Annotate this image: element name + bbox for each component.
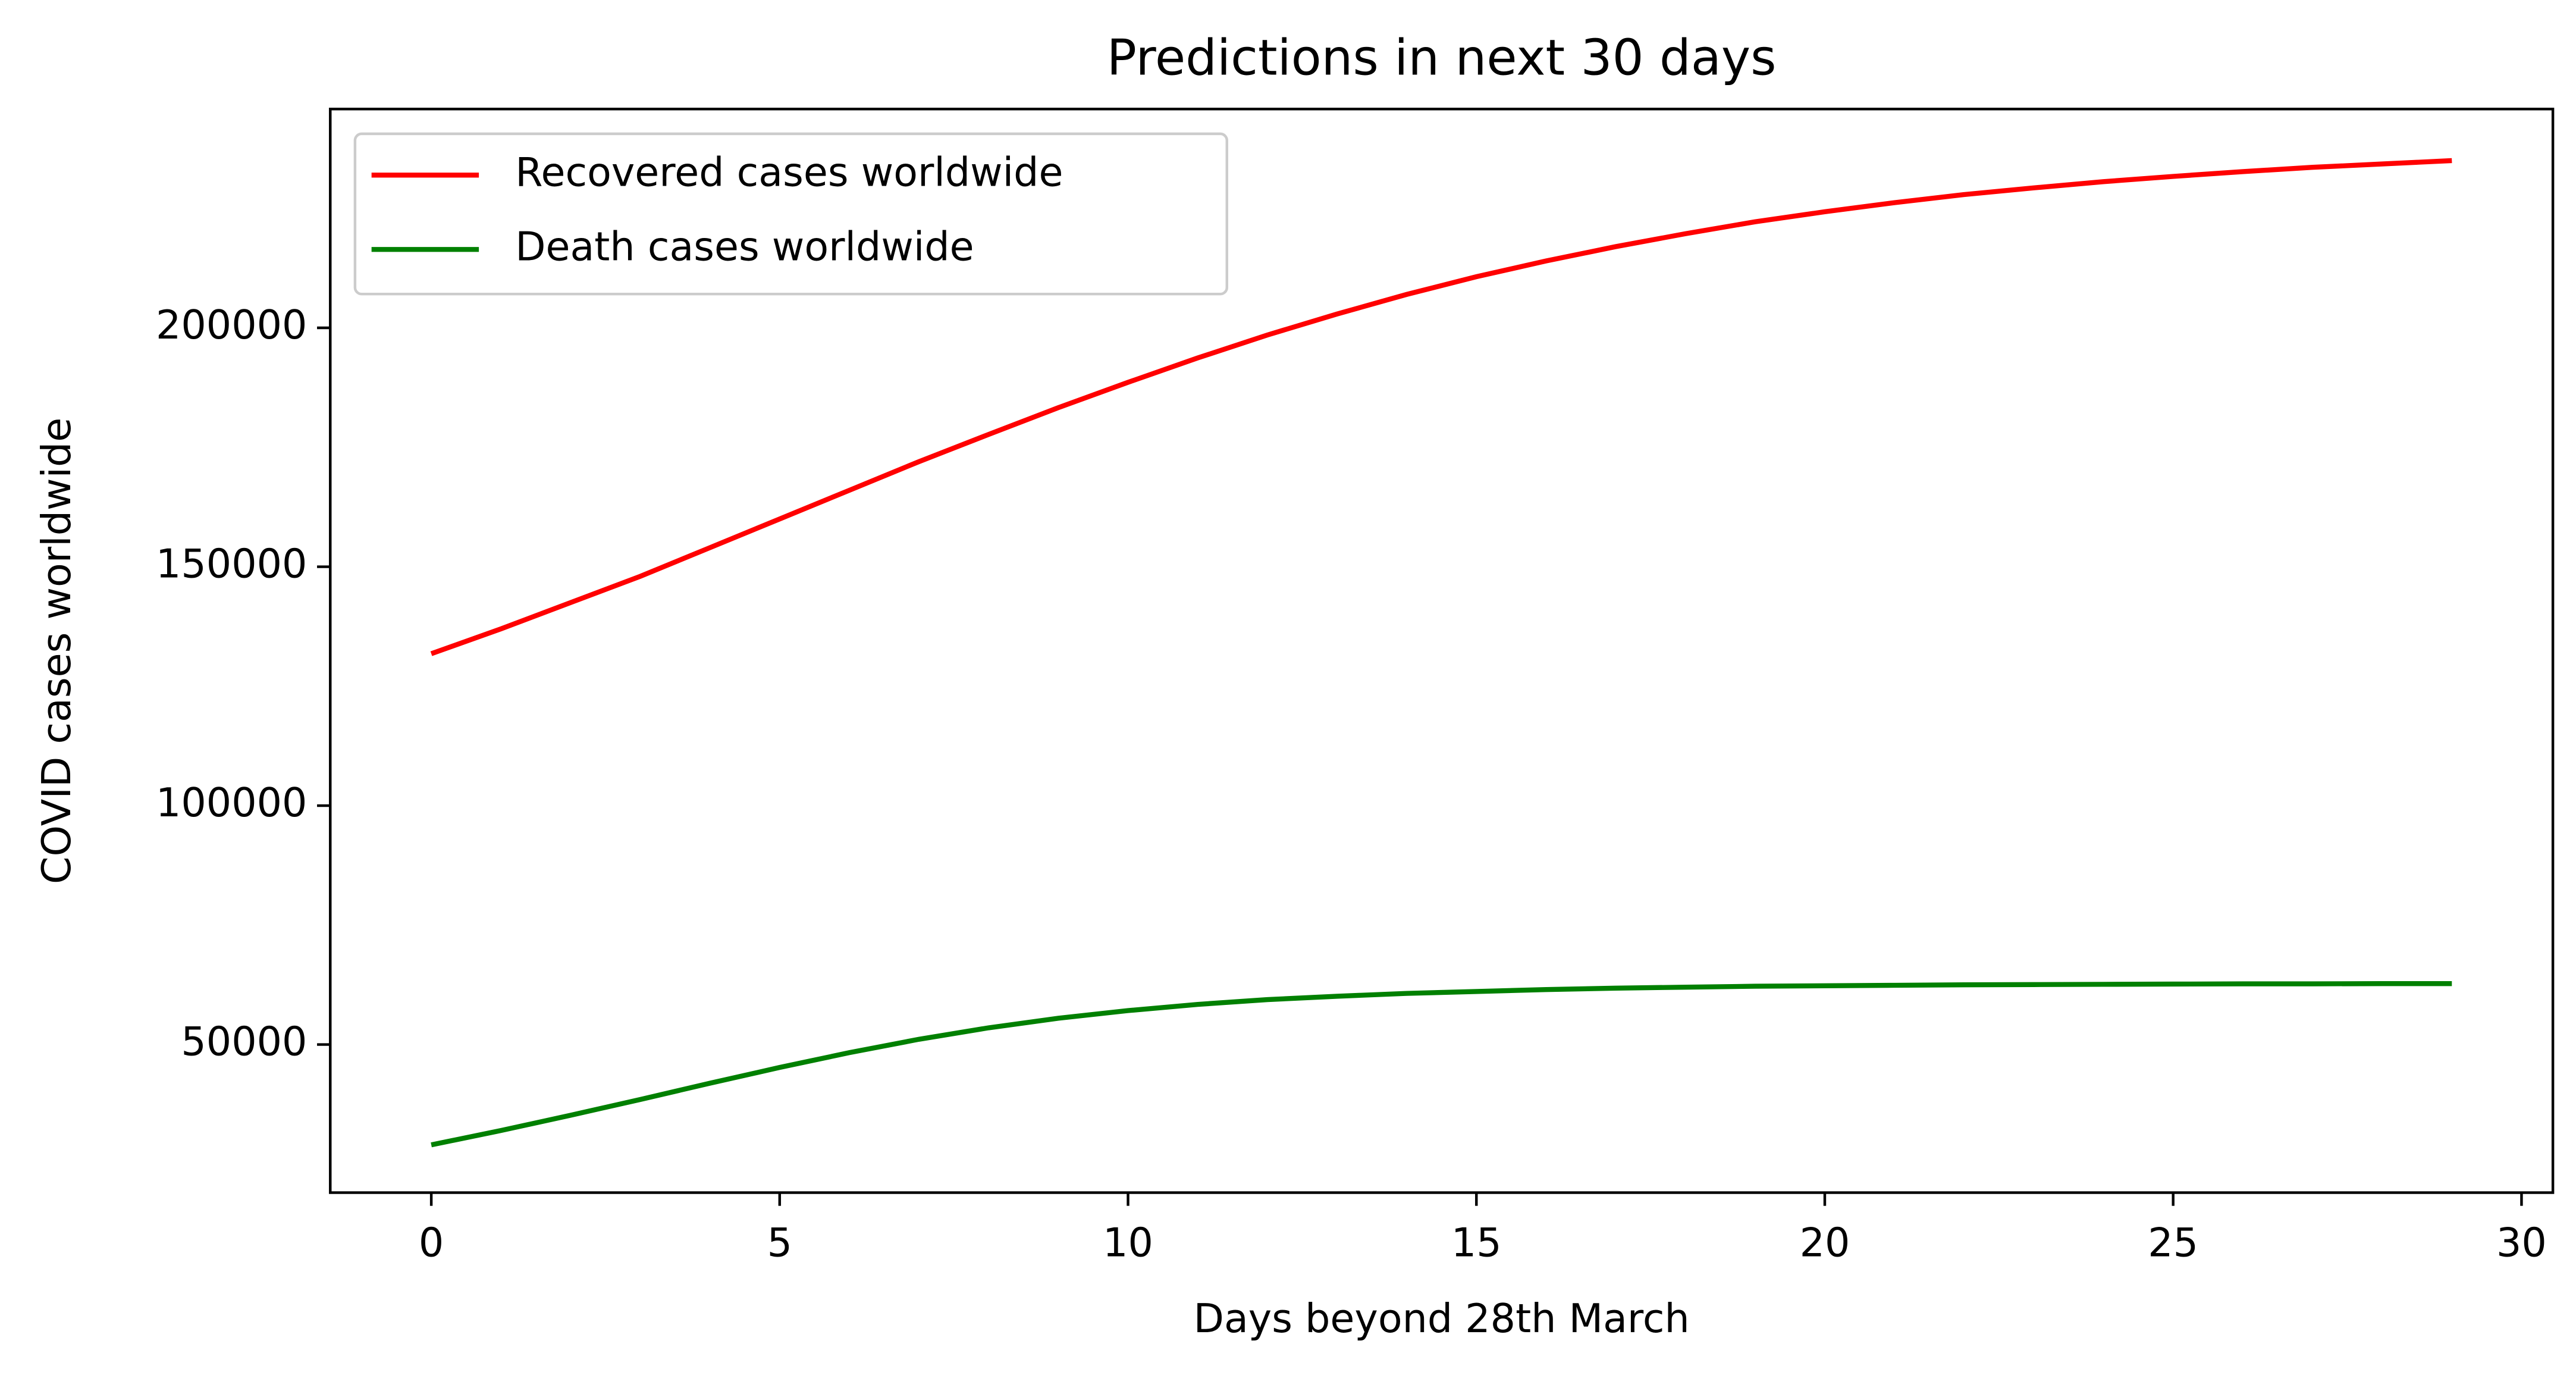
- x-tick-label: 0: [419, 1219, 444, 1266]
- legend-label: Death cases worldwide: [515, 223, 974, 270]
- x-tick-label: 5: [767, 1219, 792, 1266]
- y-tick-label: 50000: [181, 1019, 307, 1065]
- x-tick-label: 20: [1800, 1219, 1850, 1266]
- x-tick-label: 30: [2496, 1219, 2547, 1266]
- data-line: [431, 981, 2452, 1148]
- legend-label: Recovered cases worldwide: [515, 149, 1063, 195]
- x-axis-label: Days beyond 28th March: [1194, 1295, 1690, 1342]
- y-tick-label: 100000: [156, 779, 307, 826]
- chart-title: Predictions in next 30 days: [1107, 29, 1777, 87]
- legend-box: [353, 132, 1228, 296]
- x-tick-label: 25: [2148, 1219, 2198, 1266]
- y-tick-label: 150000: [156, 541, 307, 587]
- y-axis-label: COVID cases worldwide: [33, 418, 80, 884]
- y-tick-label: 200000: [156, 302, 307, 348]
- legend: Recovered cases worldwide Death cases wor…: [353, 132, 1228, 296]
- x-tick-label: 15: [1451, 1219, 1502, 1266]
- data-line: [430, 158, 2452, 656]
- plot-frame: [329, 108, 2555, 1194]
- x-tick-label: 10: [1103, 1219, 1153, 1266]
